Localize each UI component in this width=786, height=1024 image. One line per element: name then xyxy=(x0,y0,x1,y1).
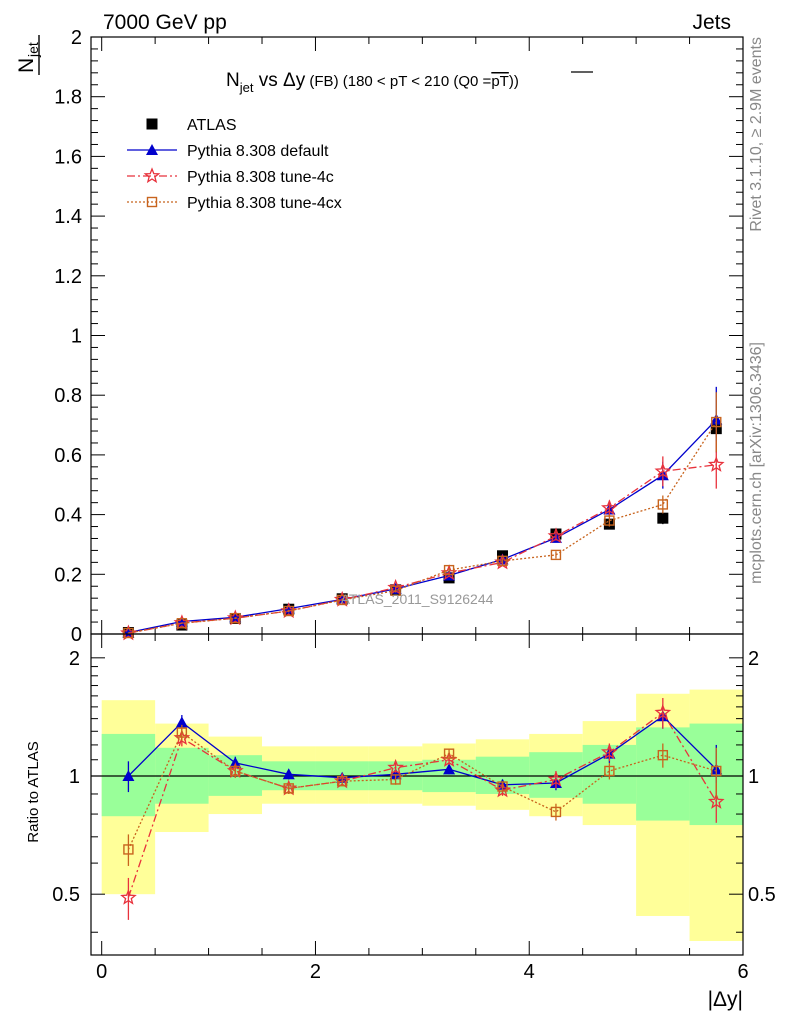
y-tick-label: 1.4 xyxy=(54,206,82,228)
legend-label: Pythia 8.308 default xyxy=(187,143,329,160)
data-point xyxy=(547,527,565,544)
y-tick-label: 0.6 xyxy=(54,445,82,467)
data-point xyxy=(654,462,672,479)
legend-item: Pythia 8.308 tune-4cx xyxy=(127,195,342,212)
data-point xyxy=(390,585,401,596)
data-point xyxy=(283,605,294,617)
ratio-point xyxy=(122,770,135,782)
mcplots-label: mcplots.cern.ch [arXiv:1306.3436] xyxy=(748,342,765,584)
ratio-point xyxy=(123,844,134,855)
ratio-point xyxy=(120,888,137,905)
data-point xyxy=(601,499,618,516)
data-point xyxy=(657,512,669,524)
inner-uncertainty-band xyxy=(636,727,690,821)
analysis-watermark: ATLAS_2011_S9126244 xyxy=(341,591,494,607)
ratio-point xyxy=(283,783,294,794)
ratio-point xyxy=(443,763,456,775)
main-ylabel: N jet xyxy=(15,35,41,75)
data-point xyxy=(123,627,134,639)
ratio-point xyxy=(707,792,725,809)
ratio-point xyxy=(230,765,241,777)
series-line xyxy=(128,419,717,634)
x-tick-label: 6 xyxy=(737,961,748,983)
legend-marker xyxy=(146,118,158,130)
series-line xyxy=(128,464,717,634)
legend-item: ATLAS xyxy=(146,117,237,134)
ratio-tick-label: 1 xyxy=(748,766,759,788)
ratio-tick-label: 1 xyxy=(69,766,80,788)
data-point xyxy=(230,612,241,624)
ratio-point xyxy=(600,743,618,760)
ratio-frame xyxy=(90,633,744,956)
beam-energy-label: 7000 GeV pp xyxy=(103,11,227,34)
rivet-version-label: Rivet 3.1.10, ≥ 2.9M events xyxy=(748,37,765,232)
ratio-tick-label: 2 xyxy=(69,648,80,670)
x-axis-label: |Δy| xyxy=(708,988,743,1011)
ratio-point xyxy=(336,776,348,787)
series-pythia-8-308-tune-4c xyxy=(120,440,725,641)
ratio-point xyxy=(604,765,615,777)
ratio-point xyxy=(547,770,565,787)
x-tick-label: 4 xyxy=(524,961,535,983)
ratio-point xyxy=(711,765,722,777)
legend-label: ATLAS xyxy=(187,117,237,134)
legend-label: Pythia 8.308 tune-4cx xyxy=(187,195,342,212)
ratio-point xyxy=(389,768,402,780)
ratio-series-pythia-8-308-tune-4cx xyxy=(123,724,722,866)
legend-marker xyxy=(146,196,158,208)
y-tick-label: 1.6 xyxy=(54,146,82,168)
legend-marker xyxy=(143,167,161,184)
plot-title: Njet vs Δy (FB) (180 < pT < 210 (Q0 =pT)… xyxy=(226,70,519,95)
data-point xyxy=(707,456,725,472)
data-point xyxy=(336,594,348,606)
series-pythia-8-308-tune-4cx xyxy=(123,392,722,639)
y-tick-label: 0.8 xyxy=(54,385,82,407)
ratio-point xyxy=(390,774,401,785)
data-point xyxy=(176,618,188,629)
legend-marker xyxy=(146,144,158,155)
data-point xyxy=(497,555,508,567)
data-point xyxy=(657,499,669,510)
x-tick-label: 0 xyxy=(96,961,107,983)
y-tick-label: 0.4 xyxy=(54,505,82,527)
ratio-point xyxy=(550,806,562,818)
ratio-panel: 0 2 4 6 0.5 0.5 1 1 2 2 xyxy=(52,633,776,983)
data-point xyxy=(550,549,562,561)
ratio-point xyxy=(387,758,405,775)
ratio-point xyxy=(175,716,188,728)
y-tick-label: 1 xyxy=(71,326,82,348)
ratio-point xyxy=(497,781,508,792)
ratio-point xyxy=(654,703,672,720)
y-tick-label: 0 xyxy=(71,624,82,646)
ratio-point xyxy=(176,727,188,738)
main-panel: 0 0.2 0.4 0.6 0.8 1 1.2 1.4 1.6 1.8 2 xyxy=(54,27,744,646)
legend-item: Pythia 8.308 default xyxy=(127,143,329,160)
y-tick-label: 1.8 xyxy=(54,87,82,109)
ratio-point xyxy=(657,749,669,761)
series-line xyxy=(128,421,717,634)
svg-text:jet: jet xyxy=(25,42,41,58)
legend: ATLAS Pythia 8.308 default Pythia 8.308 tu… xyxy=(127,117,342,212)
ratio-tick-label: 2 xyxy=(748,648,759,670)
svg-text:N: N xyxy=(15,58,38,73)
x-tick-label: 2 xyxy=(310,961,321,983)
y-tick-label: 2 xyxy=(71,27,82,49)
data-point xyxy=(711,416,722,428)
data-point xyxy=(604,515,615,526)
ratio-point xyxy=(443,748,455,759)
ratio-tick-label: 0.5 xyxy=(748,884,776,906)
ratio-point xyxy=(282,768,295,780)
process-label: Jets xyxy=(692,11,731,34)
legend-label: Pythia 8.308 tune-4c xyxy=(187,169,334,186)
y-tick-label: 1.2 xyxy=(54,266,82,288)
y-tick-label: 0.2 xyxy=(54,564,82,586)
ratio-line xyxy=(127,715,717,786)
data-point xyxy=(443,564,455,576)
legend-item: Pythia 8.308 tune-4c xyxy=(127,167,334,186)
ratio-tick-label: 0.5 xyxy=(52,884,80,906)
ratio-ylabel: Ratio to ATLAS xyxy=(25,741,42,842)
ratio-line xyxy=(127,711,717,898)
